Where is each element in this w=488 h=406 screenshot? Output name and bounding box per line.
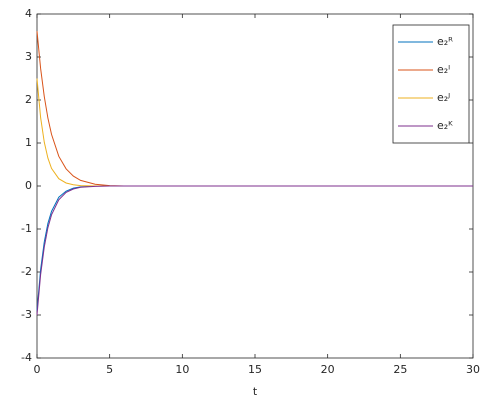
x-axis-label: t bbox=[253, 385, 258, 398]
legend-box bbox=[392, 24, 470, 144]
y-tick-label: 2 bbox=[25, 93, 32, 106]
y-tick-label: 3 bbox=[25, 50, 32, 63]
y-tick-label: -3 bbox=[21, 308, 32, 321]
y-tick-label: 0 bbox=[25, 179, 32, 192]
x-tick-label: 25 bbox=[393, 363, 407, 376]
y-tick-label: -1 bbox=[21, 222, 32, 235]
series-line bbox=[36, 185, 473, 316]
x-tick-label: 10 bbox=[175, 363, 189, 376]
legend-label: e₂ᴶ bbox=[437, 91, 450, 104]
x-tick-label: 15 bbox=[248, 363, 262, 376]
y-tick-label: 4 bbox=[25, 7, 32, 20]
x-tick-label: 5 bbox=[106, 363, 113, 376]
legend-label: e₂ᴷ bbox=[437, 119, 453, 132]
y-tick-label: 1 bbox=[25, 136, 32, 149]
y-tick-label: -4 bbox=[21, 351, 32, 364]
y-tick-label: -2 bbox=[21, 265, 32, 278]
x-tick-label: 20 bbox=[321, 363, 335, 376]
x-tick-label: 0 bbox=[34, 363, 41, 376]
legend-label: e₂ᴿ bbox=[437, 35, 453, 48]
x-tick-label: 30 bbox=[466, 363, 480, 376]
legend-label: e₂ᴵ bbox=[437, 63, 450, 76]
